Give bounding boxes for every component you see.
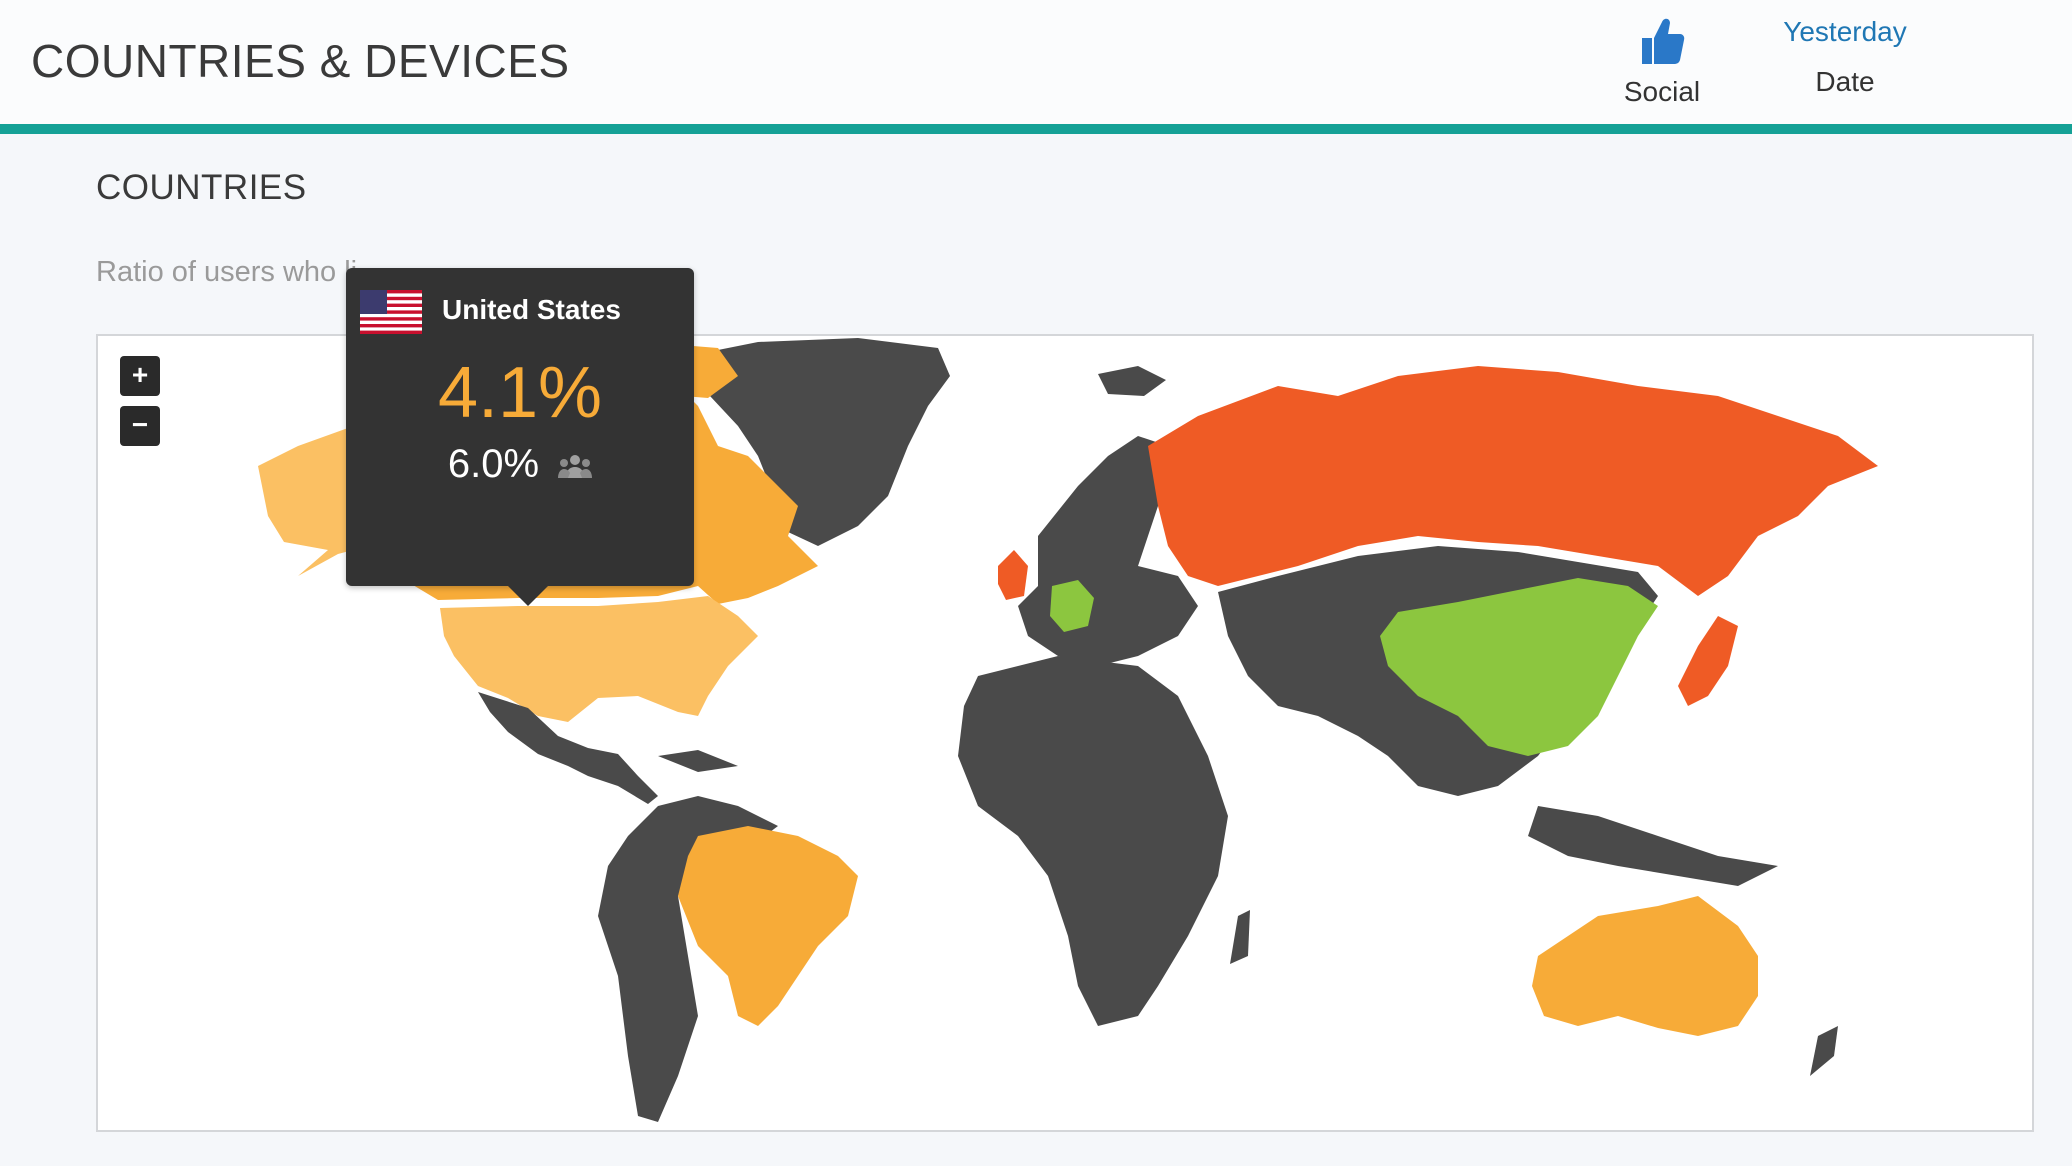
- tooltip-primary-value: 4.1%: [437, 353, 603, 433]
- region-mexico[interactable]: [478, 692, 658, 804]
- us-flag-icon: [360, 290, 422, 334]
- tooltip-secondary-value: 6.0%: [447, 442, 540, 486]
- page-title: COUNTRIES & DEVICES: [31, 35, 570, 87]
- region-united-states[interactable]: [440, 596, 758, 722]
- thumbs-up-icon: [1642, 18, 1685, 64]
- region-new-zealand[interactable]: [1810, 1026, 1838, 1076]
- social-label: Social: [1623, 76, 1701, 107]
- page-header: COUNTRIES & DEVICES Social Yesterday Dat…: [0, 0, 2072, 134]
- region-russia[interactable]: [1148, 366, 1878, 596]
- users-icon: [558, 455, 593, 479]
- country-tooltip: United States 4.1% 6.0%: [346, 268, 694, 606]
- date-selector[interactable]: Yesterday Date: [1760, 16, 1930, 116]
- zoom-in-button[interactable]: +: [120, 356, 160, 396]
- world-map[interactable]: [98, 336, 2032, 1130]
- region-africa[interactable]: [958, 656, 1228, 1026]
- region-united-kingdom[interactable]: [998, 550, 1028, 600]
- region-iceland[interactable]: [1098, 366, 1166, 396]
- region-greenland[interactable]: [698, 338, 950, 546]
- region-south-america[interactable]: [598, 796, 778, 1122]
- world-map-panel[interactable]: + −: [96, 334, 2034, 1132]
- tooltip-secondary-row: 6.0%: [346, 442, 694, 487]
- date-value[interactable]: Yesterday: [1783, 16, 1907, 47]
- region-southeast-asia[interactable]: [1528, 806, 1778, 886]
- region-madagascar[interactable]: [1230, 910, 1250, 964]
- region-brazil[interactable]: [678, 826, 858, 1026]
- date-label: Date: [1815, 66, 1875, 97]
- region-australia[interactable]: [1532, 896, 1758, 1036]
- region-china[interactable]: [1380, 578, 1658, 756]
- section-title: COUNTRIES: [96, 168, 307, 207]
- social-button[interactable]: Social: [1600, 14, 1724, 114]
- tooltip-country-name: United States: [442, 294, 621, 325]
- section-subtitle: Ratio of users who li: [96, 256, 358, 288]
- region-caribbean[interactable]: [658, 750, 738, 772]
- region-japan[interactable]: [1678, 616, 1738, 706]
- region-germany[interactable]: [1050, 580, 1094, 632]
- zoom-out-button[interactable]: −: [120, 406, 160, 446]
